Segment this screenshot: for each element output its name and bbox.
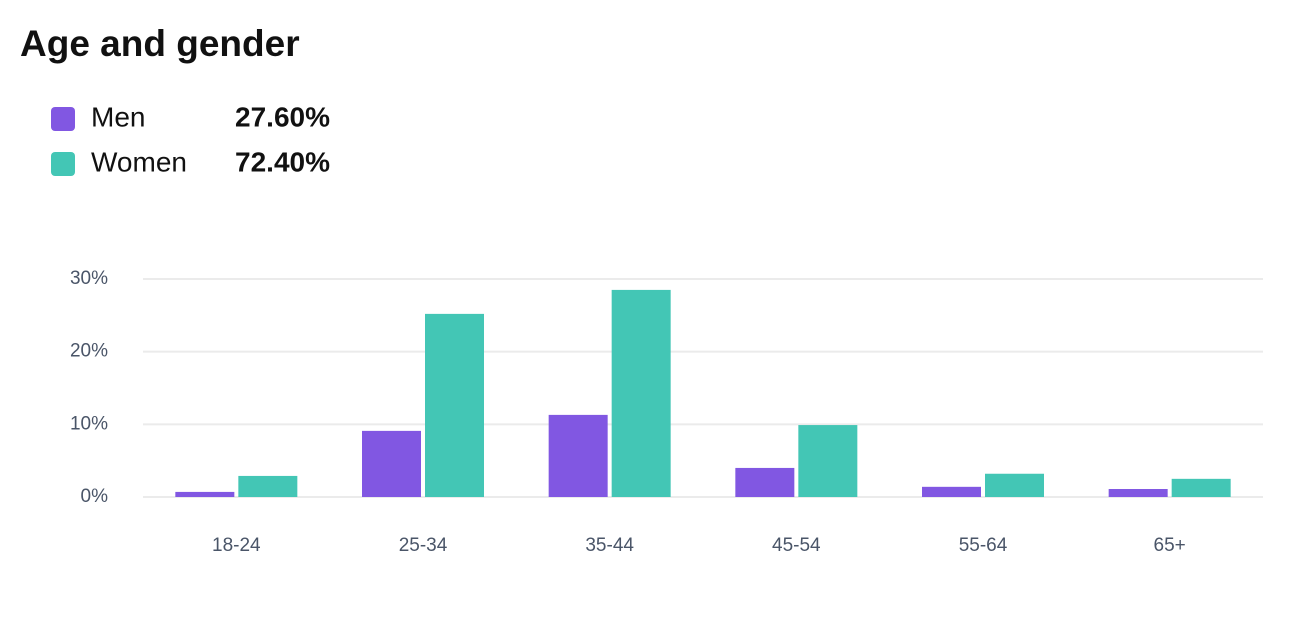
legend-share: 72.40% bbox=[235, 146, 330, 177]
y-tick-label: 10% bbox=[70, 413, 108, 434]
bar bbox=[798, 425, 858, 497]
bar bbox=[362, 430, 421, 497]
y-tick-label: 20% bbox=[70, 341, 108, 362]
bar bbox=[1171, 478, 1231, 497]
bar bbox=[238, 475, 298, 497]
legend-share: 27.60% bbox=[235, 101, 330, 132]
x-tick-label: 25-34 bbox=[399, 535, 448, 556]
x-tick-label: 18-24 bbox=[212, 535, 261, 556]
x-tick-label: 55-64 bbox=[959, 535, 1008, 556]
x-tick-label: 45-54 bbox=[772, 535, 821, 556]
x-tick-label: 35-44 bbox=[585, 535, 634, 556]
bar bbox=[735, 467, 795, 497]
y-tick-label: 30% bbox=[70, 268, 108, 289]
bar bbox=[548, 414, 608, 497]
legend-label: Men bbox=[91, 101, 145, 132]
y-tick-label: 0% bbox=[81, 486, 109, 507]
chart-title: Age and gender bbox=[20, 23, 300, 64]
bar bbox=[425, 313, 484, 497]
bar bbox=[611, 289, 671, 497]
bar bbox=[1108, 489, 1168, 497]
x-tick-label: 65+ bbox=[1154, 535, 1186, 556]
legend-swatch bbox=[51, 107, 75, 131]
bar bbox=[985, 473, 1044, 497]
legend-label: Women bbox=[91, 146, 187, 177]
bar bbox=[175, 491, 235, 497]
legend-swatch bbox=[51, 152, 75, 176]
bar bbox=[922, 486, 981, 497]
